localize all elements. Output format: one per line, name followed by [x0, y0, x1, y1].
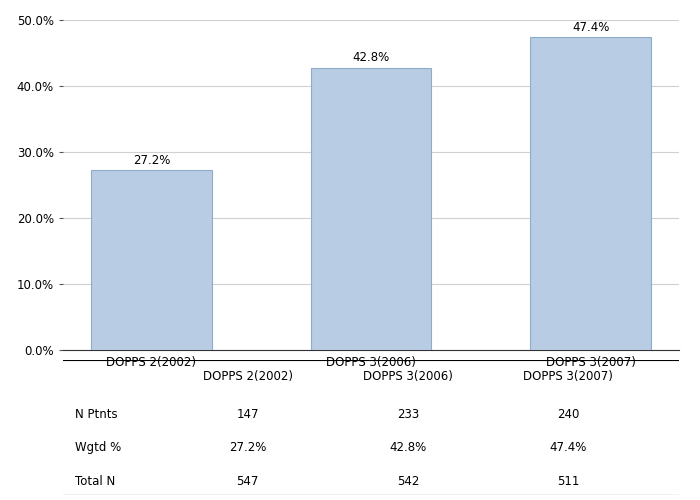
Text: 47.4%: 47.4%	[572, 21, 609, 34]
Text: 27.2%: 27.2%	[229, 441, 267, 454]
Text: DOPPS 2(2002): DOPPS 2(2002)	[203, 370, 293, 382]
Bar	[91, 170, 212, 350]
Text: 511: 511	[557, 475, 580, 488]
Text: 233: 233	[397, 408, 419, 420]
Text: 42.8%: 42.8%	[352, 51, 390, 64]
Text: 147: 147	[237, 408, 259, 420]
Text: Total N: Total N	[76, 475, 116, 488]
Text: 240: 240	[557, 408, 580, 420]
Bar	[530, 37, 651, 350]
Text: 542: 542	[397, 475, 419, 488]
Text: DOPPS 3(2007): DOPPS 3(2007)	[523, 370, 613, 382]
Text: DOPPS 3(2006): DOPPS 3(2006)	[363, 370, 453, 382]
Text: 47.4%: 47.4%	[550, 441, 587, 454]
Text: 27.2%: 27.2%	[133, 154, 170, 167]
Text: Wgtd %: Wgtd %	[76, 441, 122, 454]
Text: 547: 547	[237, 475, 259, 488]
Text: N Ptnts: N Ptnts	[76, 408, 118, 420]
Text: 42.8%: 42.8%	[389, 441, 426, 454]
Bar	[311, 68, 431, 350]
